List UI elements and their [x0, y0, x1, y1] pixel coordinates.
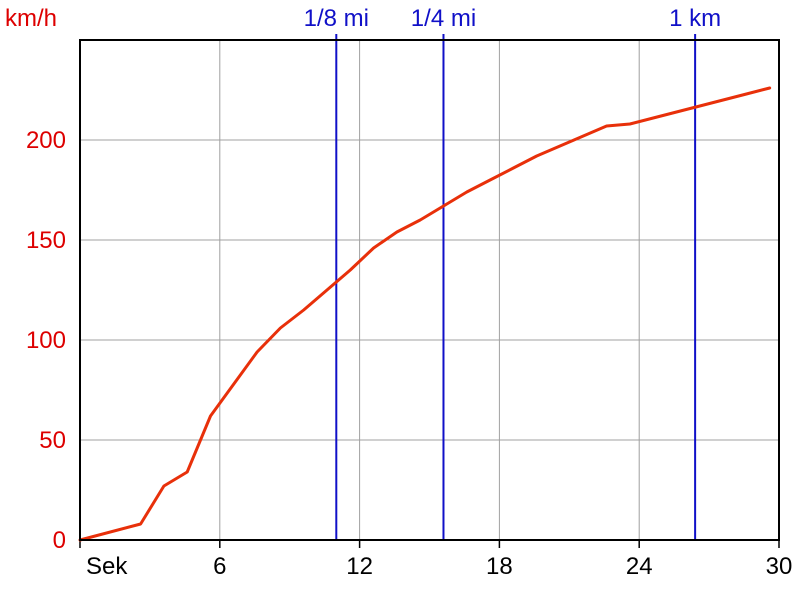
distance-marker-label: 1 km	[669, 5, 721, 32]
speed-series	[78, 86, 772, 542]
x-tick-label: 24	[626, 553, 653, 580]
distance-marker-label: 1/8 mi	[304, 5, 369, 32]
y-tick-label: 200	[26, 127, 66, 154]
x-axis-label: Sek	[86, 553, 128, 580]
y-tick-label: 50	[39, 427, 66, 454]
y-tick-label: 100	[26, 327, 66, 354]
y-axis-label: km/h	[5, 5, 57, 32]
y-tick-label: 150	[26, 227, 66, 254]
x-tick-label: 12	[346, 553, 373, 580]
speed-curve	[78, 86, 772, 542]
y-tick-labels: 0 50 100 150 200	[26, 127, 66, 554]
distance-markers: 1/8 mi 1/4 mi 1 km	[304, 5, 721, 540]
plot-frame	[79, 39, 780, 541]
x-tick-label: 18	[486, 553, 513, 580]
y-tick-label: 0	[53, 527, 66, 554]
x-tick-labels: 6 12 18 24 30	[213, 553, 792, 580]
distance-marker-label: 1/4 mi	[411, 5, 476, 32]
grid	[79, 40, 780, 548]
x-tick-label: 30	[766, 553, 793, 580]
x-tick-label: 6	[213, 553, 226, 580]
